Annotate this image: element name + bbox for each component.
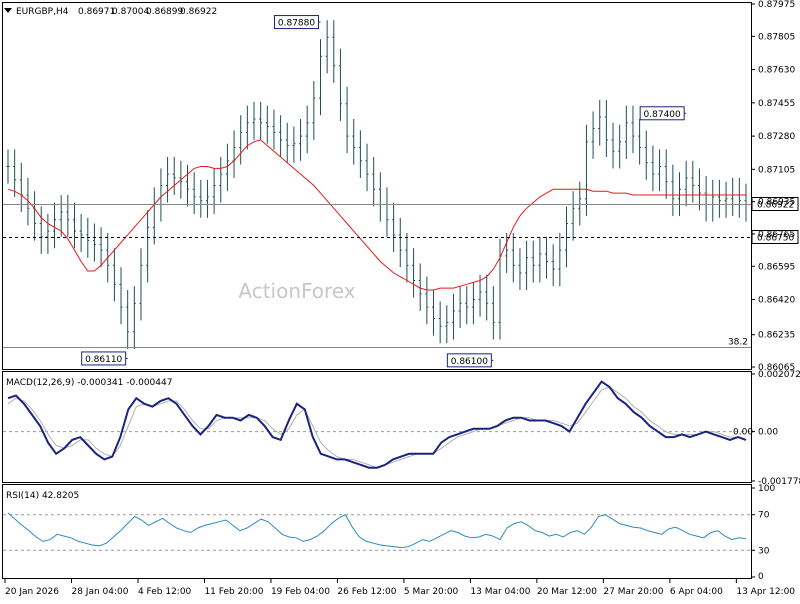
price-panel-frame [2, 2, 752, 370]
moving-average-line [7, 139, 746, 291]
x-axis-label: 26 Feb 12:00 [337, 587, 396, 597]
dropdown-triangle-icon[interactable] [4, 8, 12, 13]
rsi-panel-frame [2, 484, 752, 579]
macd-main-line [7, 380, 747, 469]
price-axis-label: 0.86065 [758, 363, 795, 373]
price-axis-label: 0.86235 [758, 331, 795, 341]
x-axis-label: 28 Jan 04:00 [71, 587, 128, 597]
x-axis-label: 11 Feb 20:00 [204, 587, 263, 597]
price-axis-label: 0.86765 [758, 230, 795, 240]
level-label: 0.86750 [757, 234, 794, 244]
x-axis-label: 13 Mar 04:00 [470, 587, 530, 597]
price-axis-label: 0.87455 [758, 99, 795, 109]
annotation-label: 0.86110 [85, 355, 122, 365]
level-label-box [751, 197, 799, 211]
price-axis-label: 0.86595 [758, 262, 795, 272]
level-label: 38.2 [728, 338, 748, 348]
price-axis-label: 0.86935 [758, 198, 795, 208]
rsi-line-path [7, 512, 747, 549]
rsi-axis-label: 30 [758, 546, 770, 556]
x-axis-label: 5 Mar 20:00 [404, 587, 459, 597]
x-axis-label: 13 Apr 12:00 [736, 587, 795, 597]
header-low: 0.86899 [146, 7, 183, 17]
rsi-axis-label: 70 [758, 511, 770, 521]
price-axis-label: 0.87630 [758, 66, 795, 76]
x-axis-label: 20 Jan 2026 [5, 587, 59, 597]
header-high: 0.87004 [112, 7, 149, 17]
macd-label: MACD(12,26,9) -0.000341 -0.000447 [6, 378, 172, 388]
watermark-text: ActionForex [238, 279, 355, 303]
x-axis-label: 27 Mar 20:00 [603, 587, 663, 597]
x-axis-label: 19 Feb 04:00 [271, 587, 330, 597]
rsi-label: RSI(14) 42.8205 [6, 491, 79, 501]
price-header: EURGBP,H4 0.86971 0.87004 0.86899 0.8692… [4, 7, 217, 17]
x-axis-label: 6 Apr 04:00 [670, 587, 723, 597]
header-close: 0.86922 [180, 7, 217, 17]
macd-axis-label: 0.002072 [758, 370, 800, 380]
annotation-label: 0.86100 [451, 357, 488, 367]
price-axis-label: 0.87105 [758, 165, 795, 175]
header-open: 0.86971 [78, 7, 115, 17]
rsi-axis-label: 100 [758, 484, 775, 494]
x-axis-label: 20 Mar 12:00 [537, 587, 597, 597]
price-axis-label: 0.87975 [758, 0, 795, 10]
annotation-label: 0.87400 [644, 110, 681, 120]
macd-signal-line [7, 386, 747, 469]
rsi-axis-label: 0 [758, 572, 764, 582]
level-label: 0.86922 [757, 201, 794, 211]
macd-axis-label: -0.001778 [758, 477, 800, 487]
x-axis-label: 4 Feb 12:00 [138, 587, 192, 597]
macd-zero-label: 0.00 [733, 428, 753, 438]
annotation-label: 0.87880 [278, 19, 315, 29]
header-symbol: EURGBP,H4 [16, 7, 69, 17]
price-axis-label: 0.87805 [758, 32, 795, 42]
price-axis-label: 0.86420 [758, 296, 795, 306]
level-label-box [751, 230, 799, 244]
price-axis-label: 0.87280 [758, 132, 795, 142]
macd-axis-label: 0.00 [758, 428, 778, 438]
macd-panel-frame [2, 371, 752, 483]
